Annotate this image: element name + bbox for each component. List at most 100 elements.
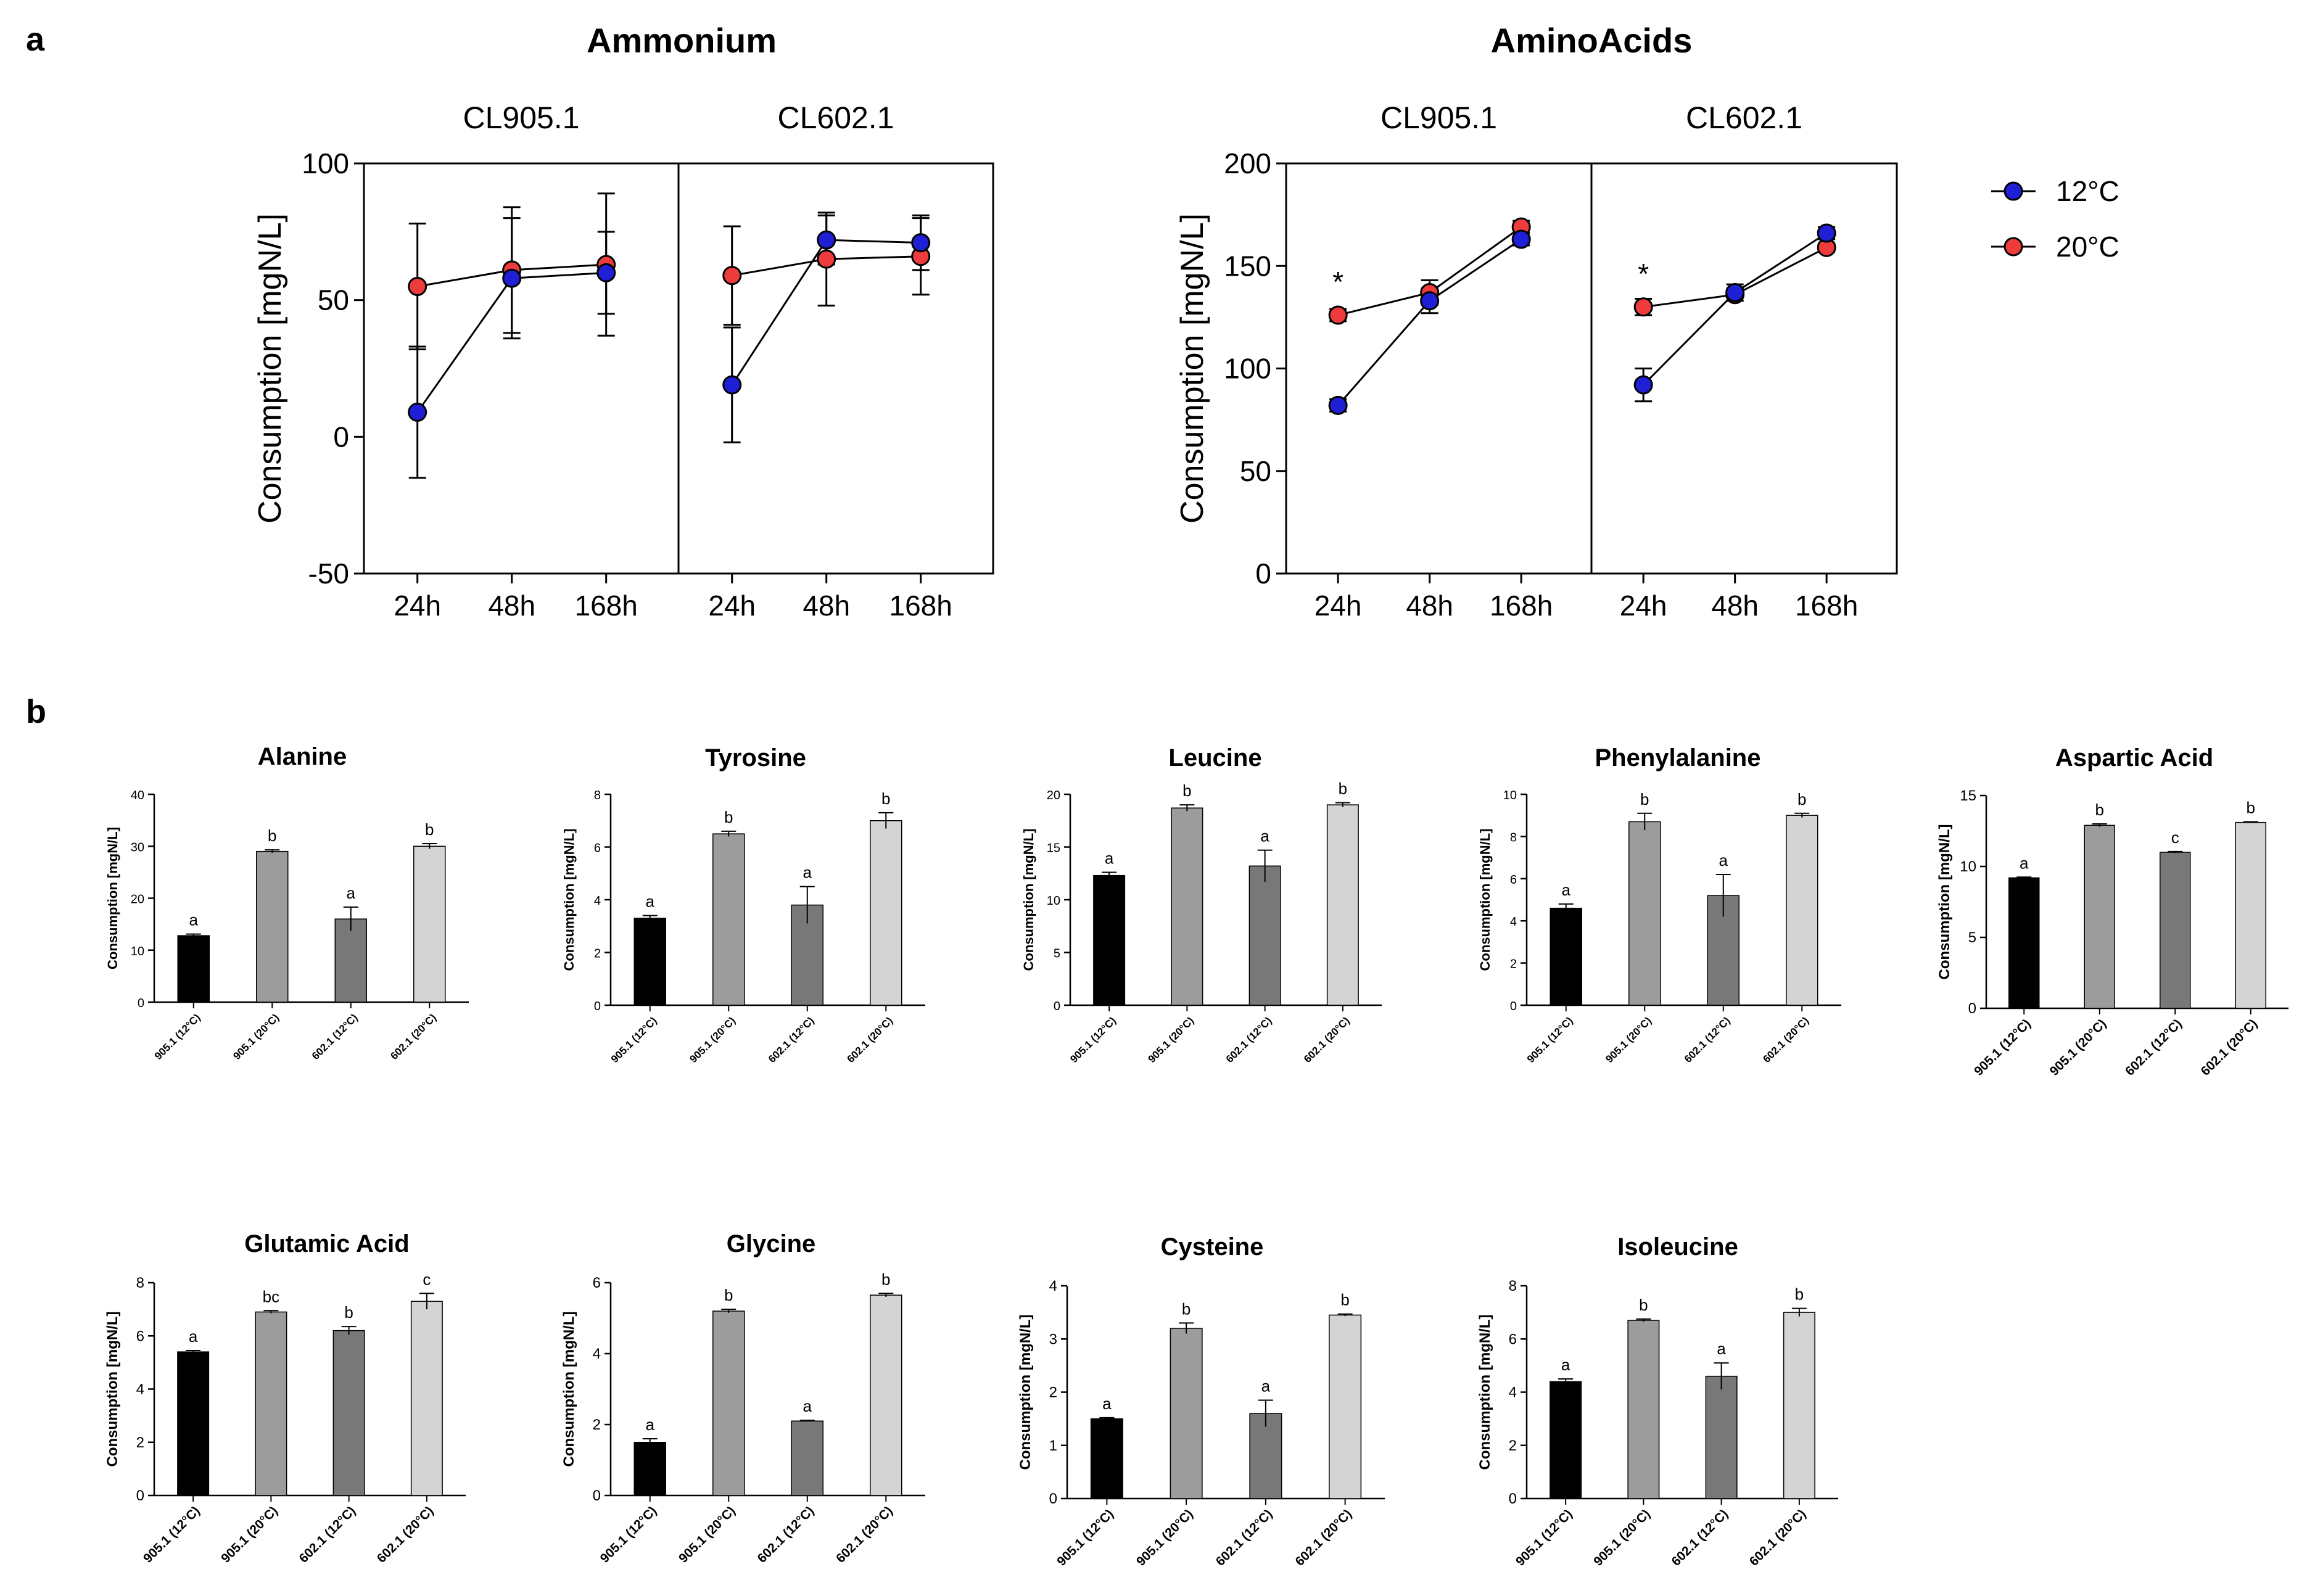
ammonium-cl602-1-series-12c-point (817, 230, 836, 250)
isoleucine-significance-letter: a (1561, 1355, 1570, 1374)
glutamic-acid-y-tick-label: 6 (136, 1328, 144, 1344)
tyrosine-title: Tyrosine (705, 744, 806, 771)
glycine-x-tick-label: 905.1 (12°C) (598, 1503, 660, 1566)
glutamic-acid-x-tick-label: 602.1 (20°C) (374, 1503, 437, 1566)
aminoacids-cl905-1-significance-star: * (1332, 266, 1343, 298)
legend-label-12c: 12°C (2056, 175, 2119, 207)
ammonium-cl905-1-x-tick-label: 168h (575, 590, 638, 622)
aminoacids-cl905-1-series-12c-point (1420, 291, 1440, 311)
ammonium-cl602-1-x-tick-label: 48h (803, 590, 850, 622)
ammonium-cl602-1-subpanel-label: CL602.1 (777, 101, 894, 135)
ammonium-cl905-1-subpanel-label: CL905.1 (463, 101, 579, 135)
ammonium-cl905-1-series-12c-point (502, 268, 522, 288)
glutamic-acid-bar-chart: Glutamic Acid 0 2 4 6 8 Consumption [mgN/L] a 90… (104, 1230, 466, 1566)
glycine-bar-chart: Glycine 0 2 4 6 Consumption [mgN/L] a 905.1 (12… (561, 1230, 925, 1566)
ammonium-cl602-1-series-20c-point (817, 249, 836, 269)
isoleucine-significance-letter: b (1795, 1285, 1804, 1304)
cysteine-x-tick-label: 905.1 (20°C) (1134, 1507, 1196, 1569)
aspartic-acid-x-tick-label: 905.1 (12°C) (1971, 1016, 2034, 1079)
phenylalanine-x-tick-label: 905.1 (20°C) (1603, 1014, 1654, 1065)
aspartic-acid-significance-letter: c (2171, 828, 2179, 847)
aminoacids-cl602-1-series-12c-point (1725, 282, 1745, 302)
phenylalanine-y-tick-label: 6 (1510, 873, 1517, 887)
aminoacids-y-axis-label: Consumption [mgN/L] (1174, 213, 1210, 524)
aminoacids-cl905-1-x-tick-label: 168h (1490, 590, 1553, 622)
leucine-y-tick-label: 20 (1047, 789, 1060, 802)
glutamic-acid-y-axis-label: Consumption [mgN/L] (104, 1312, 121, 1467)
isoleucine-bar (1550, 1381, 1582, 1499)
tyrosine-x-tick-label: 602.1 (20°C) (844, 1014, 895, 1065)
ammonium-cl602-1-x-tick-label: 168h (889, 590, 952, 622)
isoleucine-bar-chart: Isoleucine 0 2 4 6 8 Consumption [mgN/L] a 905.1… (1477, 1233, 1838, 1569)
cysteine-title: Cysteine (1161, 1233, 1264, 1261)
phenylalanine-significance-letter: b (1640, 790, 1649, 808)
leucine-title: Leucine (1168, 744, 1261, 771)
ammonium-line-chart: Ammonium -50 0 50 100 Consumption [mgN/L] CL90… (252, 21, 994, 622)
isoleucine-x-tick-label: 602.1 (20°C) (1747, 1507, 1809, 1569)
ammonium-y-tick-label: -50 (308, 557, 349, 590)
phenylalanine-x-tick-label: 602.1 (20°C) (1760, 1014, 1811, 1065)
alanine-x-tick-label: 602.1 (20°C) (388, 1011, 439, 1062)
ammonium-title: Ammonium (587, 21, 777, 60)
isoleucine-y-axis-label: Consumption [mgN/L] (1477, 1315, 1493, 1470)
phenylalanine-bar (1628, 821, 1661, 1006)
aminoacids-cl905-1-series-20c-point (1328, 305, 1348, 325)
cysteine-x-tick-label: 602.1 (20°C) (1293, 1507, 1355, 1569)
cysteine-significance-letter: a (1261, 1376, 1271, 1395)
leucine-significance-letter: b (1339, 779, 1347, 798)
tyrosine-significance-letter: b (881, 789, 890, 808)
legend: 12°C 20°C (1991, 175, 2119, 263)
aminoacids-cl602-1-series-12c-line (1643, 232, 1827, 386)
glycine-significance-letter: b (724, 1286, 733, 1304)
glycine-bar (791, 1420, 823, 1496)
tyrosine-x-tick-label: 905.1 (12°C) (609, 1014, 659, 1065)
isoleucine-x-tick-label: 905.1 (20°C) (1591, 1507, 1653, 1569)
aminoacids-y-tick-label: 150 (1224, 250, 1271, 282)
aminoacids-cl602-1-series-20c-point (1633, 297, 1653, 317)
aspartic-acid-y-tick-label: 10 (1960, 858, 1976, 875)
ammonium-cl905-1-series-12c-point (408, 402, 427, 422)
aminoacids-cl602-1-x-tick-label: 48h (1711, 590, 1759, 622)
cysteine-bar (1090, 1418, 1123, 1499)
glutamic-acid-x-tick-label: 602.1 (12°C) (297, 1503, 359, 1566)
glycine-x-tick-label: 602.1 (12°C) (755, 1503, 817, 1566)
phenylalanine-y-tick-label: 2 (1510, 958, 1517, 971)
isoleucine-x-tick-label: 905.1 (12°C) (1513, 1507, 1575, 1569)
glutamic-acid-bar (410, 1301, 443, 1496)
glycine-y-tick-label: 4 (593, 1346, 601, 1362)
cysteine-bar-chart: Cysteine 0 1 2 3 4 Consumption [mgN/L] a 905.1 (… (1017, 1233, 1385, 1569)
alanine-bar (256, 850, 289, 1003)
isoleucine-bar (1783, 1312, 1815, 1499)
alanine-x-tick-label: 602.1 (12°C) (310, 1011, 360, 1062)
aminoacids-cl602-1-x-tick-label: 168h (1795, 590, 1858, 622)
glycine-x-tick-label: 905.1 (20°C) (676, 1503, 738, 1566)
cysteine-y-tick-label: 3 (1049, 1331, 1057, 1347)
aminoacids-line-chart: AminoAcids 0 50 100 150 200 Consumption [mgN/L… (1174, 21, 1898, 622)
tyrosine-y-tick-label: 2 (594, 947, 601, 961)
ammonium-cl602-1-series-12c-point (911, 233, 931, 253)
cysteine-bar (1249, 1413, 1282, 1499)
leucine-y-axis-label: Consumption [mgN/L] (1021, 829, 1036, 971)
phenylalanine-significance-letter: a (1719, 851, 1728, 870)
phenylalanine-x-tick-label: 602.1 (12°C) (1682, 1014, 1733, 1065)
tyrosine-y-axis-label: Consumption [mgN/L] (561, 829, 577, 971)
isoleucine-y-tick-label: 4 (1509, 1384, 1517, 1401)
phenylalanine-y-axis-label: Consumption [mgN/L] (1477, 829, 1493, 971)
tyrosine-significance-letter: a (646, 892, 655, 911)
glutamic-acid-x-tick-label: 905.1 (12°C) (141, 1503, 203, 1566)
legend-item-20c: 20°C (1991, 231, 2119, 263)
phenylalanine-title: Phenylalanine (1595, 744, 1761, 771)
aminoacids-y-tick-label: 50 (1240, 455, 1271, 487)
cysteine-y-tick-label: 0 (1049, 1491, 1057, 1507)
glutamic-acid-bar (177, 1351, 210, 1496)
aspartic-acid-bar (2235, 821, 2266, 1009)
aspartic-acid-bar-chart: Aspartic Acid 0 5 10 15 Consumption [mgN/L] a 9… (1936, 744, 2288, 1079)
legend-marker-20c (2004, 237, 2023, 257)
alanine-y-tick-label: 0 (138, 997, 144, 1010)
leucine-x-tick-label: 905.1 (12°C) (1068, 1014, 1118, 1065)
leucine-bar (1248, 865, 1281, 1006)
aspartic-acid-significance-letter: b (2095, 800, 2104, 819)
aminoacids-cl905-1-series-12c-line (1337, 238, 1522, 406)
cysteine-bar (1170, 1328, 1203, 1499)
